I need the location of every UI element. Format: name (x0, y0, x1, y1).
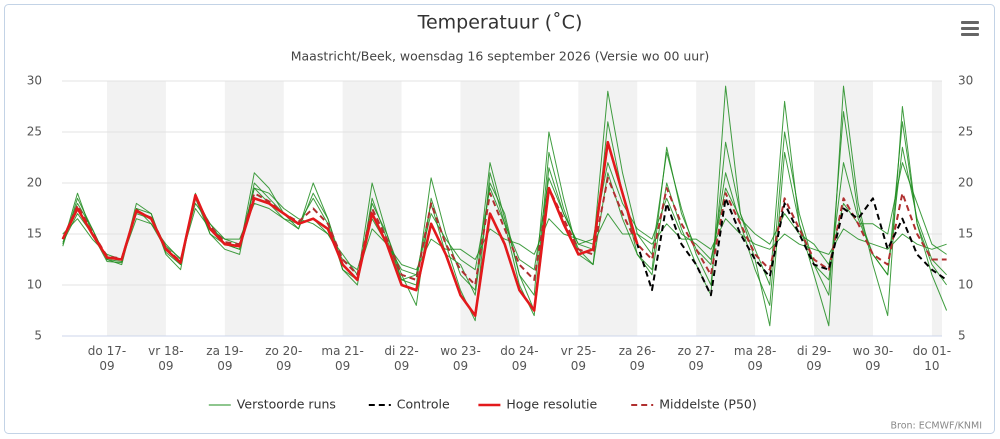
x-tick-label: vr 25-09 (560, 344, 597, 373)
y-tick-label: 15 (27, 227, 42, 241)
legend-item: Controle (368, 397, 450, 412)
chart-subtitle: Maastricht/Beek, woensdag 16 september 2… (291, 49, 710, 64)
series-line (61, 176, 947, 286)
y2-tick-label: 10 (958, 278, 973, 292)
y-tick-label: 5 (34, 329, 42, 343)
x-tick-label: do 01-10 (912, 344, 952, 373)
x-tick-label: vr 18-09 (148, 344, 184, 373)
x-tick-label: ma 28-09 (733, 344, 777, 373)
menu-bar[interactable] (961, 21, 979, 24)
chart-title: Temperatuur (˚C) (417, 12, 583, 34)
x-tick-label: ma 21-09 (321, 344, 364, 373)
x-tick-label: za 19-09 (206, 344, 244, 373)
x-tick-label: di 29-09 (796, 344, 832, 373)
menu-bar[interactable] (961, 33, 979, 36)
y2-tick-label: 30 (958, 74, 973, 88)
y-tick-label: 20 (27, 176, 42, 190)
x-tick-label: do 17-09 (87, 344, 127, 373)
menu-button[interactable] (961, 21, 979, 36)
y-tick-label: 10 (27, 278, 42, 292)
legend-item: Middelste (P50) (631, 397, 757, 412)
x-tick-label: di 22-09 (384, 344, 419, 373)
y2-tick-label: 25 (958, 125, 973, 139)
x-tick-label: do 24-09 (500, 344, 539, 373)
x-tick-label: wo 30-09 (852, 344, 894, 373)
day-band (578, 81, 638, 336)
credits: Bron: ECMWF/KNMI (891, 421, 983, 432)
x-tick-label: wo 23-09 (440, 344, 481, 373)
legend-label: Controle (397, 397, 450, 412)
y2-tick-label: 20 (958, 176, 973, 190)
y-tick-label: 25 (27, 125, 42, 139)
day-band (460, 81, 520, 336)
day-bands (106, 81, 942, 336)
y-tick-label: 30 (27, 74, 42, 88)
series-line (61, 140, 639, 317)
y2-tick-label: 15 (958, 227, 973, 241)
menu-bar[interactable] (961, 27, 979, 30)
ensemble-line (62, 131, 947, 311)
x-tick-label: zo 27-09 (677, 344, 715, 373)
day-band (342, 81, 402, 336)
legend: Verstoorde runs Controle Hoge resolutie Mid… (208, 397, 757, 412)
legend-label: Hoge resolutie (506, 397, 597, 412)
y2-tick-label: 5 (958, 329, 966, 343)
legend-label: Verstoorde runs (237, 397, 336, 412)
legend-item: Hoge resolutie (478, 397, 598, 412)
legend-item: Verstoorde runs (208, 397, 336, 412)
legend-label: Middelste (P50) (659, 397, 757, 412)
day-band (696, 81, 756, 336)
x-tick-label: zo 20-09 (265, 344, 303, 373)
x-tick-label: za 26-09 (618, 344, 656, 373)
day-band (931, 81, 942, 336)
